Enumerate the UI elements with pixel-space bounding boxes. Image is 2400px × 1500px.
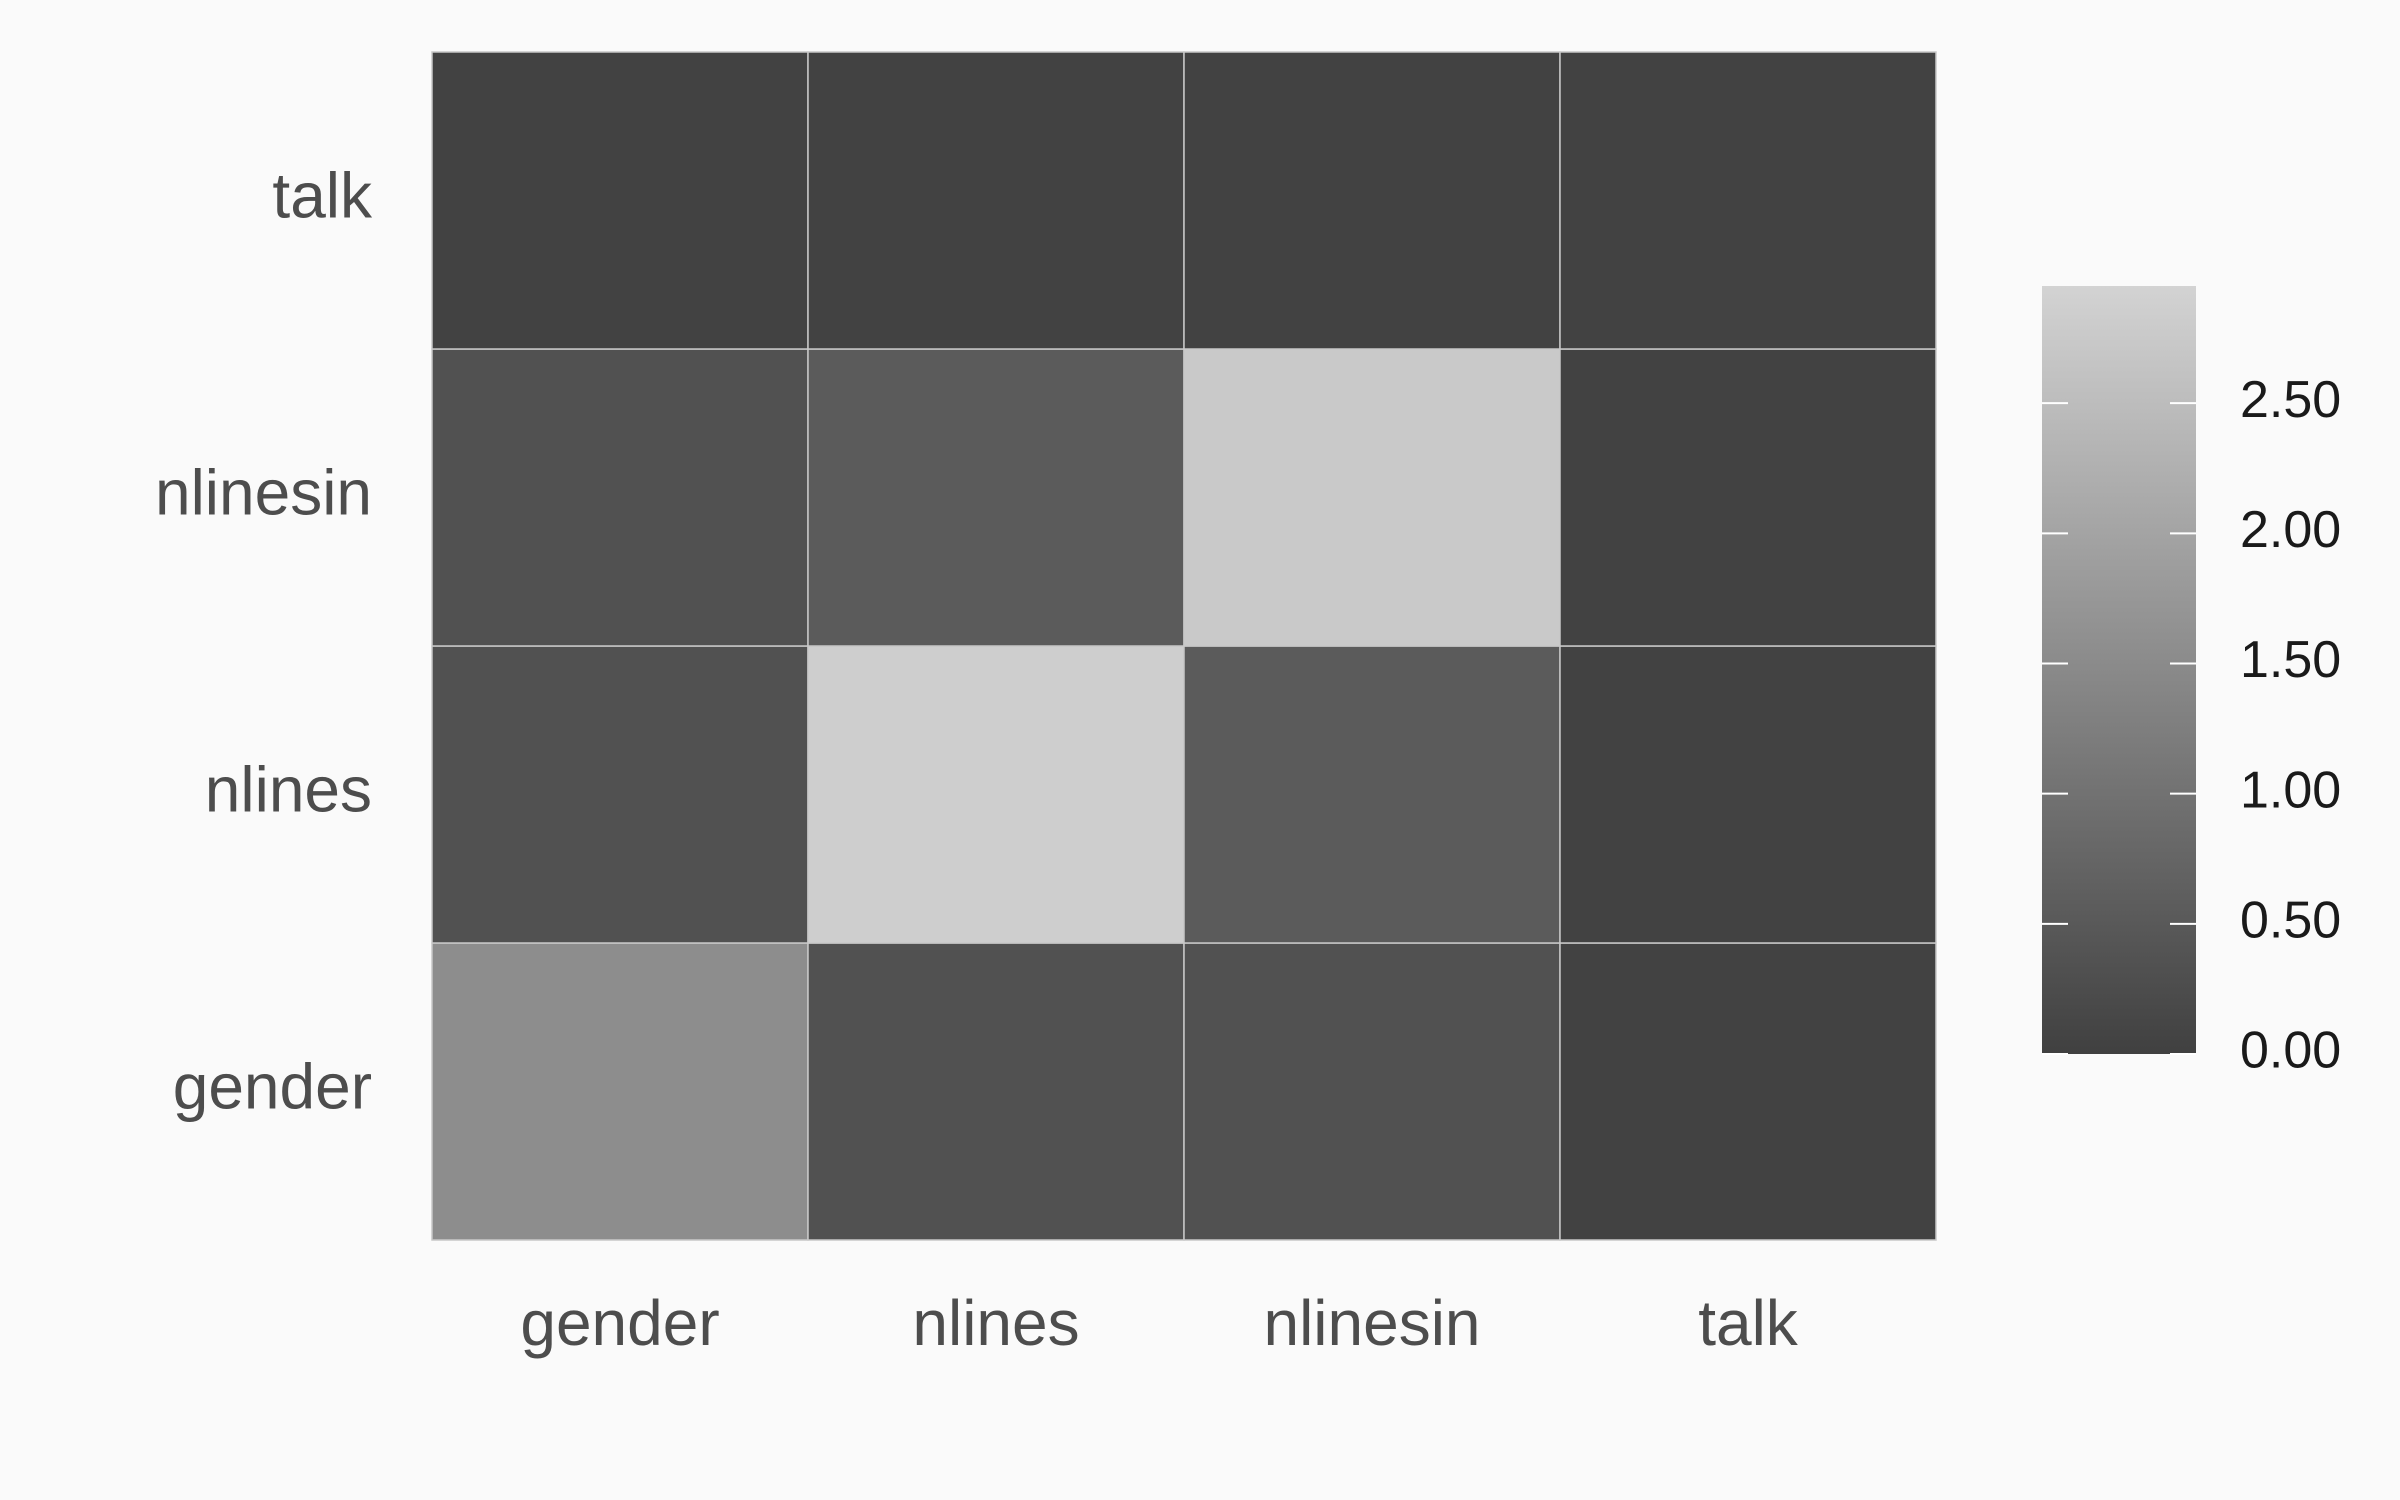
colorbar-tick-label-3: 1.50 [2240,631,2341,689]
heatmap-cell-talk-nlines [807,51,1185,350]
colorbar-tick-label-0: 0.00 [2240,1022,2341,1080]
x-axis-tick-labels: gender nlines nlinesin talk [520,1287,1798,1359]
y-tick-label-talk: talk [272,159,373,231]
heatmap-cells [431,51,1937,1241]
heatmap-cell-nlines-nlinesin [1183,645,1561,944]
heatmap-cell-nlinesin-nlinesin [1183,348,1561,647]
x-tick-label-talk: talk [1698,1287,1799,1359]
heatmap-cell-gender-gender [431,942,809,1241]
y-tick-label-nlines: nlines [205,753,372,825]
heatmap-cell-talk-nlinesin [1183,51,1561,350]
colorbar-tick-label-1: 0.50 [2240,892,2341,950]
heatmap-cell-nlinesin-talk [1559,348,1937,647]
heatmap-cell-talk-gender [431,51,809,350]
heatmap-cell-nlines-talk [1559,645,1937,944]
heatmap-cell-gender-talk [1559,942,1937,1241]
heatmap-cell-nlines-nlines [807,645,1185,944]
colorbar-tick-label-4: 2.00 [2240,501,2341,559]
colorbar-tick-label-5: 2.50 [2240,371,2341,429]
colorbar-ticks: 0.00 0.50 1.00 1.50 2.00 2.50 [2042,371,2341,1080]
heatmap-cell-nlinesin-gender [431,348,809,647]
colorbar-tick-label-2: 1.00 [2240,761,2341,819]
y-axis-tick-labels: gender nlines nlinesin talk [155,159,373,1122]
heatmap-cell-nlinesin-nlines [807,348,1185,647]
heatmap-cell-gender-nlines [807,942,1185,1241]
colorbar [2042,286,2196,1054]
x-tick-label-nlines: nlines [912,1287,1079,1359]
heatmap-cell-talk-talk [1559,51,1937,350]
heatmap-cell-nlines-gender [431,645,809,944]
x-tick-label-gender: gender [520,1287,719,1359]
y-tick-label-nlinesin: nlinesin [155,456,372,528]
x-tick-label-nlinesin: nlinesin [1263,1287,1480,1359]
heatmap-cell-gender-nlinesin [1183,942,1561,1241]
y-tick-label-gender: gender [173,1050,372,1122]
